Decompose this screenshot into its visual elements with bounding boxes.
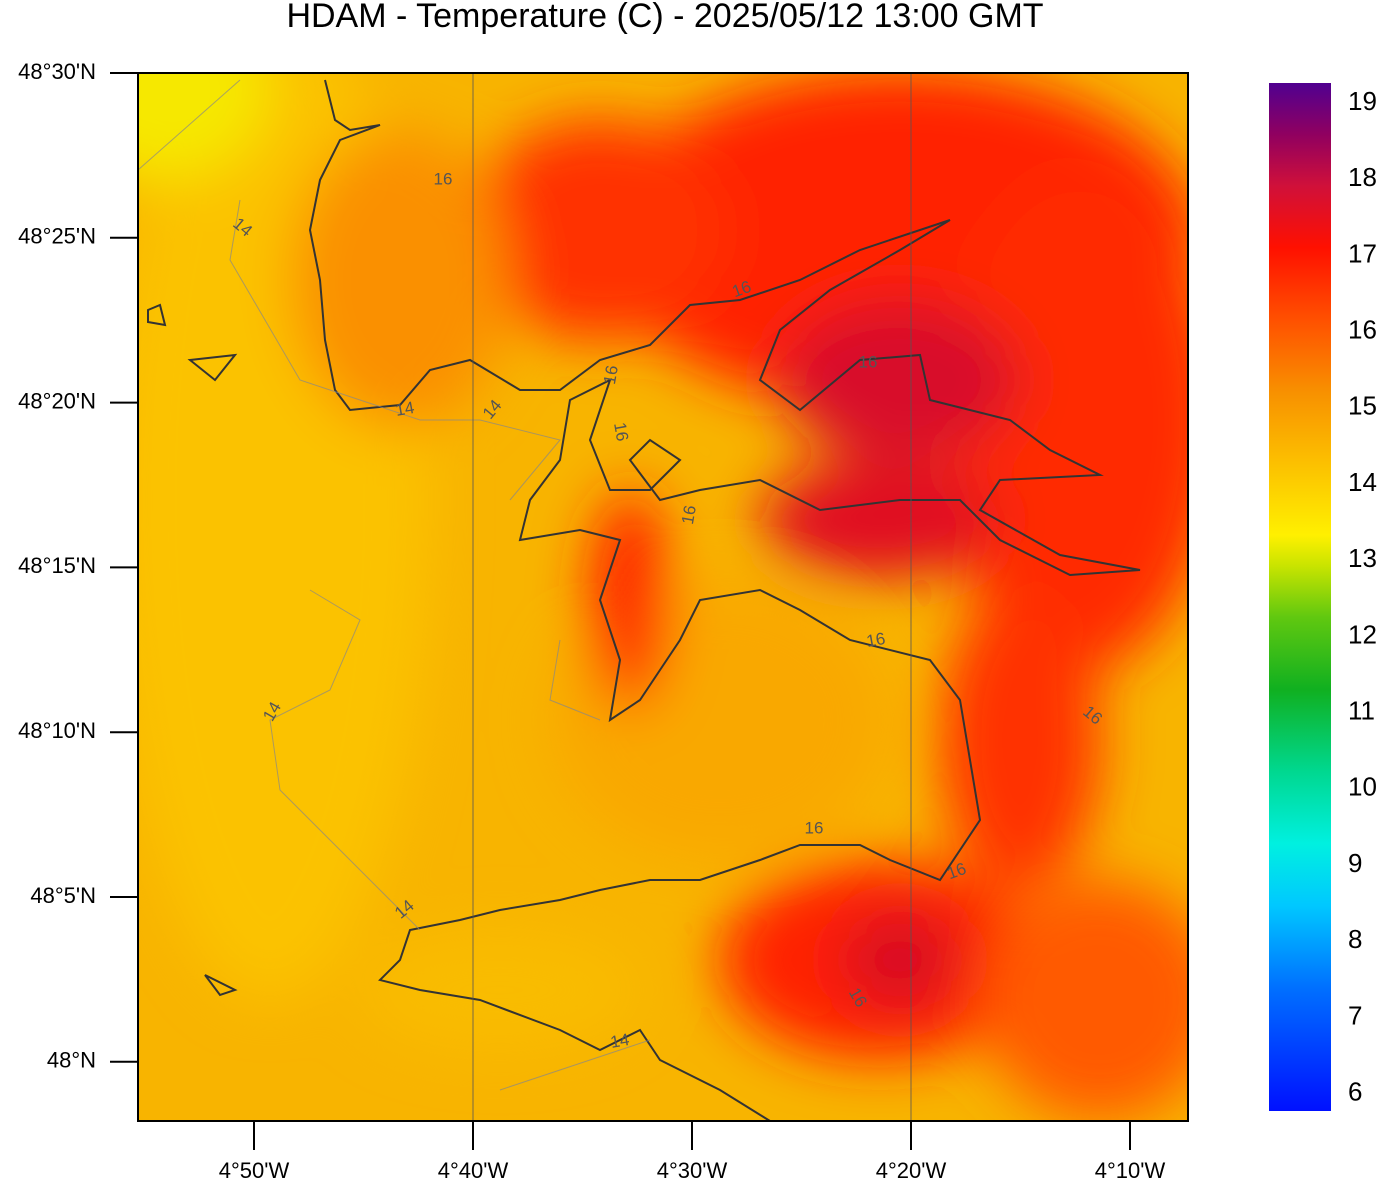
lon-label: 4°30'W [657,1158,728,1183]
lat-label: 48°15'N [18,553,96,578]
colorbar-label: 15 [1348,391,1377,421]
coastline [147,79,1141,1122]
colorbar-label: 7 [1348,1000,1362,1030]
map-frame [137,72,1189,1122]
lat-label: 48°5'N [30,883,96,908]
contour-label: 16 [859,352,878,371]
contour-label: 14 [609,1030,631,1052]
lon-label: 4°40'W [438,1158,509,1183]
lat-label: 48°30'N [18,59,96,84]
colorbar [1269,83,1331,1111]
colorbar-label: 10 [1348,772,1377,802]
lon-label: 4°10'W [1095,1158,1166,1183]
colorbar-label: 14 [1348,467,1377,497]
colorbar-label: 16 [1348,314,1377,344]
colorbar-label: 12 [1348,619,1377,649]
contour-label: 16 [865,629,887,651]
lat-label: 48°10'N [18,718,96,743]
temperature-field [138,73,1188,1121]
contour-label: 16 [678,504,700,526]
lat-label: 48°25'N [18,224,96,249]
colorbar-label: 17 [1348,238,1377,268]
colorbar-label: 18 [1348,162,1377,192]
contour-label: 16 [434,169,453,188]
colorbar-label: 8 [1348,924,1362,954]
lat-label: 48°N [47,1048,96,1073]
contour-label: 16 [805,818,824,837]
colorbar-label: 6 [1348,1076,1362,1106]
colorbar-label: 11 [1348,695,1375,725]
map-title: HDAM - Temperature (C) - 2025/05/12 13:0… [286,0,1043,35]
contour-label: 16 [600,364,622,386]
colorbar-label: 13 [1348,543,1377,573]
colorbar-label: 9 [1348,848,1362,878]
contour-label: 14 [394,398,416,420]
lon-label: 4°50'W [219,1158,290,1183]
contour-lines [137,79,651,1091]
lat-label: 48°20'N [18,388,96,413]
colorbar-label: 19 [1348,86,1377,116]
lon-label: 4°20'W [876,1158,947,1183]
contour-label: 16 [610,421,632,443]
